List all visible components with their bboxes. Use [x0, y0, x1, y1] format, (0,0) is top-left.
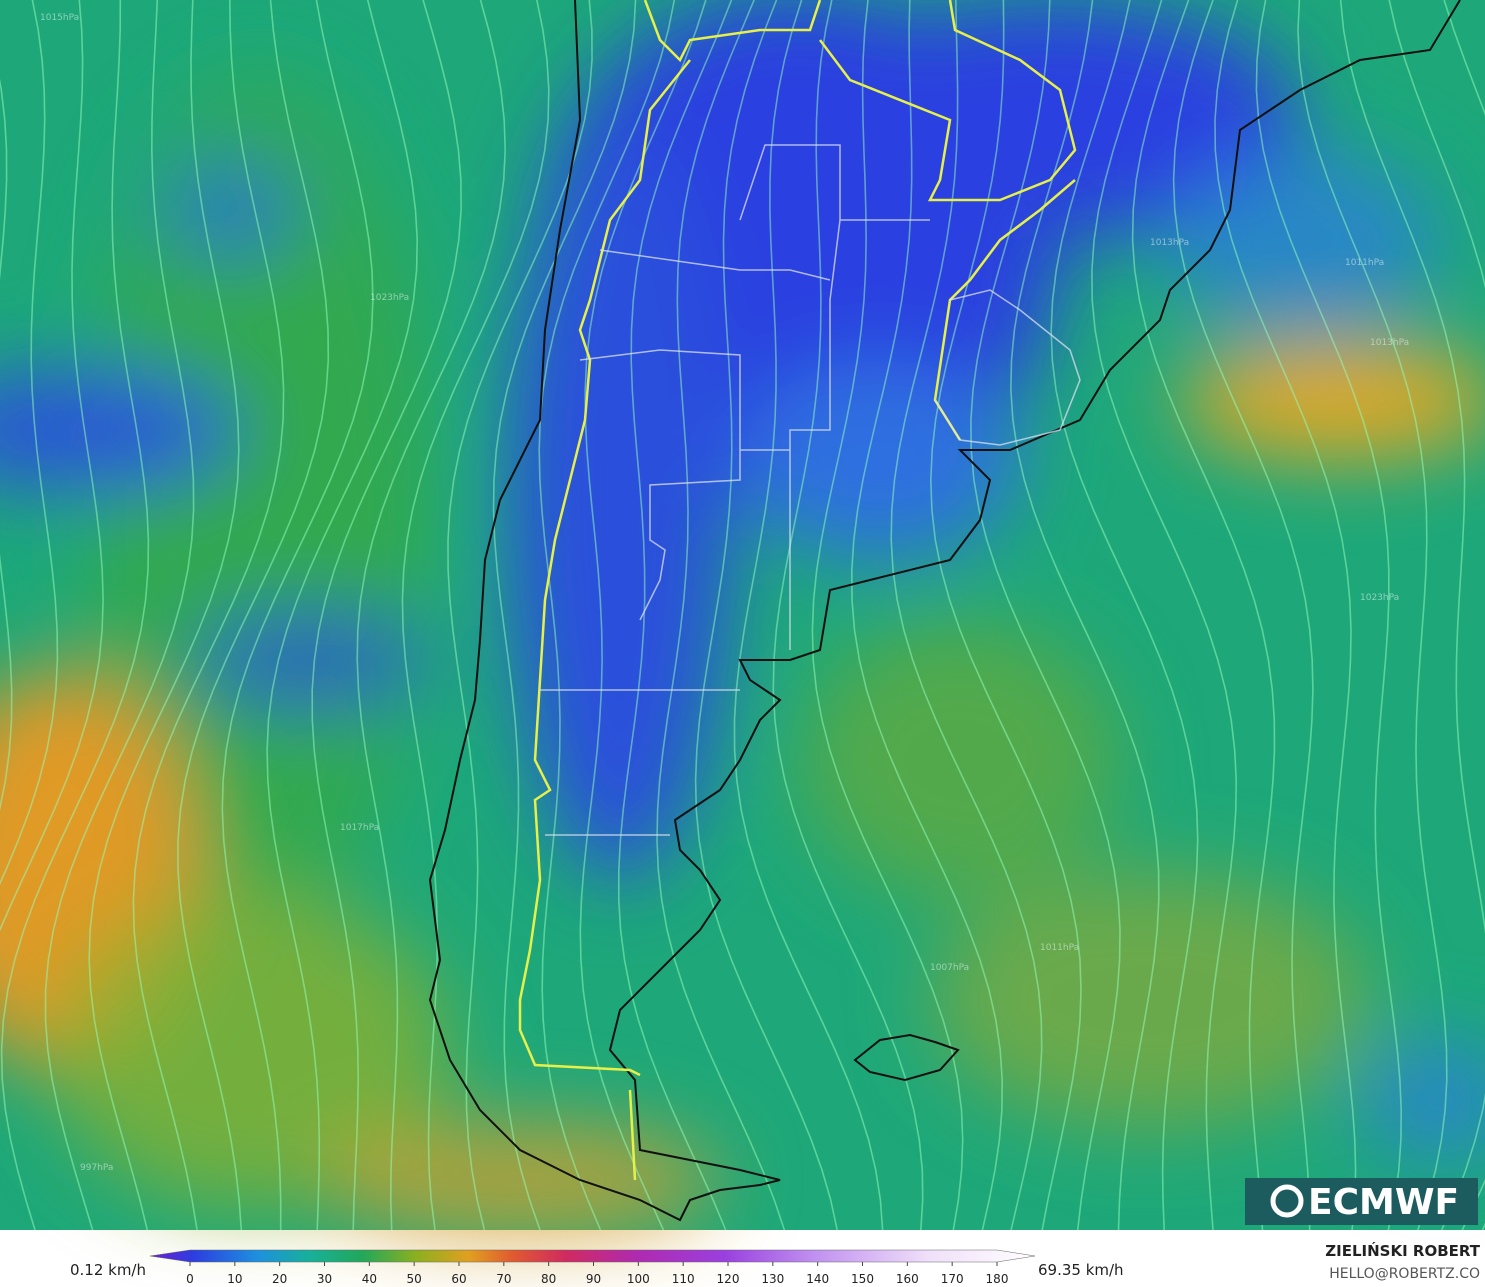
streamline: [1131, 0, 1276, 1231]
streamline: [618, 0, 733, 1231]
streamline: [772, 0, 924, 1231]
streamline: [579, 0, 707, 1231]
isobar-label: 1023hPa: [1360, 593, 1399, 603]
isobar-label: 1015hPa: [40, 13, 79, 23]
streamline: [0, 0, 104, 932]
streamline: [492, 0, 637, 1231]
logo-badge: ECMWF: [1245, 1178, 1478, 1225]
map: 1015hPa 1013hPa 1011hPa 1023hPa 1017hPa 1013h…: [0, 0, 1485, 1240]
streamline: [221, 0, 374, 1230]
streamline: [656, 0, 786, 1231]
streamline: [401, 0, 550, 1231]
colorbar-tick-label: 20: [272, 1272, 287, 1286]
streamline: [811, 0, 964, 1231]
colorbar-tick-label: 130: [761, 1272, 784, 1286]
colorbar-tick-label: 170: [941, 1272, 964, 1286]
isobar-label: 1013hPa: [1370, 338, 1409, 348]
streamline: [88, 0, 240, 1231]
streamline: [447, 0, 593, 1231]
colorbar-tick-label: 100: [627, 1272, 650, 1286]
colorbar-tick-label: 150: [851, 1272, 874, 1286]
streamline: [1388, 0, 1485, 1231]
contact: HELLO@ROBERTZ.CO: [1329, 1266, 1480, 1282]
streamline: [0, 0, 59, 886]
isobar-label: 1007hPa: [930, 963, 969, 973]
colorbar-tick-label: 140: [806, 1272, 829, 1286]
author: ZIELIŃSKI ROBERT: [1325, 1241, 1480, 1260]
streamline: [1091, 0, 1238, 1231]
colorbar-tick-label: 90: [586, 1272, 601, 1286]
colorbar-tick-label: 60: [451, 1272, 466, 1286]
islands: [853, 1033, 960, 1082]
streamline: [132, 0, 285, 1231]
streamline: [177, 0, 330, 1231]
streamline: [0, 78, 13, 812]
provinces: [540, 144, 1081, 836]
streamline: [1214, 0, 1357, 1231]
colorbar-tick-label: 70: [496, 1272, 511, 1286]
isobar-label: 1011hPa: [1345, 258, 1384, 268]
streamline: [890, 0, 1043, 1231]
streamline: [733, 0, 884, 1231]
isobar-label: 1013hPa: [1150, 238, 1189, 248]
colorbar-tick-label: 160: [896, 1272, 919, 1286]
streamline: [1255, 0, 1403, 1231]
isobar-label: 1011hPa: [1040, 943, 1079, 953]
streamline: [538, 0, 676, 1231]
colorbar-tick-label: 40: [362, 1272, 377, 1286]
isobar-labels: 1015hPa 1013hPa 1011hPa 1023hPa 1017hPa 1013h…: [40, 13, 1409, 1173]
streamline: [694, 0, 838, 1231]
streamline: [850, 0, 1004, 1231]
isobar-label: 1017hPa: [340, 823, 379, 833]
isobar-label: 1023hPa: [370, 293, 409, 303]
streamline: [970, 0, 1121, 1231]
logo-icon: [1270, 1184, 1304, 1218]
streamline: [1050, 0, 1199, 1231]
min-label: 0.12 km/h: [70, 1261, 146, 1279]
streamline: [1172, 0, 1314, 1231]
colorbar-tick-label: 10: [227, 1272, 242, 1286]
streamlines: [0, 0, 1485, 1231]
colorbar-tick-label: 120: [717, 1272, 740, 1286]
streamline: [0, 0, 150, 1231]
logo-text: ECMWF: [1308, 1182, 1459, 1223]
colorbar-scale: [149, 1249, 1036, 1263]
borders: [518, 0, 1077, 1181]
colorbar-tick-label: 50: [407, 1272, 422, 1286]
streamline: [356, 0, 507, 1231]
colorbar: 0.12 km/h 69.35 km/h 0 10 20 30 40 50 60 70 80 90…: [70, 1249, 1124, 1286]
max-label: 69.35 km/h: [1038, 1261, 1124, 1279]
colorbar-tick-label: 80: [541, 1272, 556, 1286]
streamline: [929, 0, 1082, 1231]
streamline: [266, 0, 419, 1231]
isobar-label: 997hPa: [80, 1163, 113, 1173]
streamline: [1339, 0, 1485, 1231]
colorbar-tick-label: 30: [317, 1272, 332, 1286]
coastline: [428, 0, 1461, 1222]
streamline: [311, 0, 462, 1231]
colorbar-tick-label: 0: [186, 1272, 194, 1286]
streamline: [44, 0, 195, 1231]
colorbar-tick-label: 110: [672, 1272, 695, 1286]
streamline: [1297, 0, 1448, 1231]
colorbar-tick-label: 180: [986, 1272, 1009, 1286]
wind-field: [0, 0, 1485, 1240]
